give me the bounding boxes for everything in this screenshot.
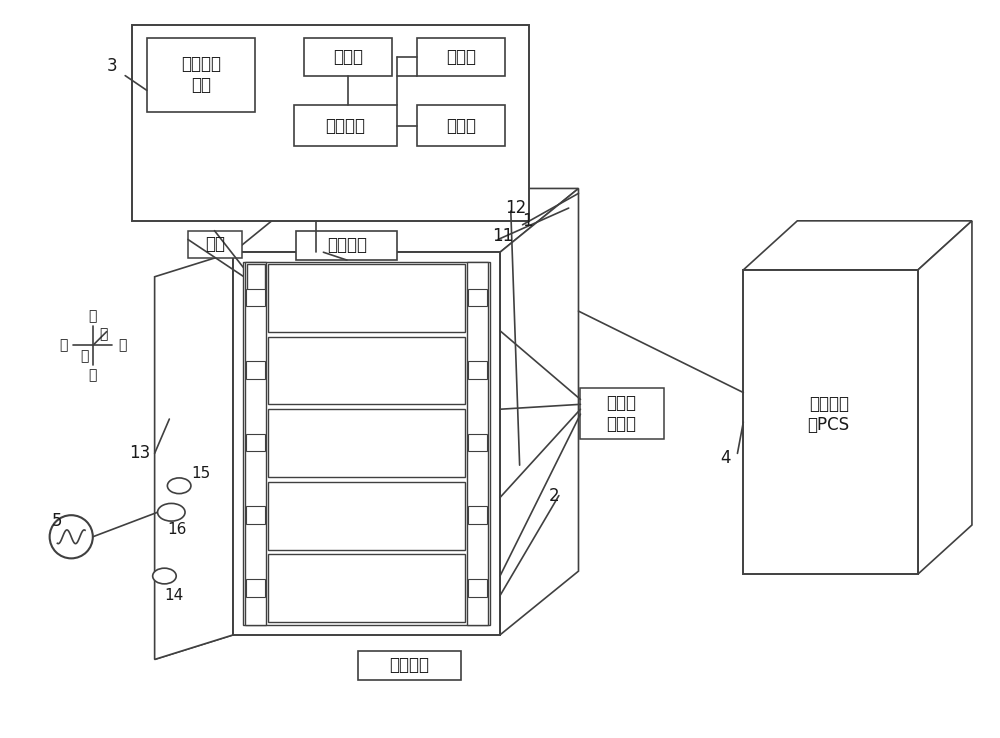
Bar bbox=[468, 361, 487, 379]
Bar bbox=[358, 651, 461, 680]
Text: 13: 13 bbox=[129, 444, 151, 463]
Text: 11: 11 bbox=[492, 227, 514, 244]
Bar bbox=[468, 434, 487, 452]
Circle shape bbox=[50, 515, 93, 559]
Bar bbox=[243, 262, 490, 625]
Bar bbox=[417, 38, 505, 75]
Text: 12: 12 bbox=[505, 199, 526, 217]
Bar bbox=[468, 579, 487, 596]
Bar bbox=[268, 337, 465, 404]
Text: 主控芯片: 主控芯片 bbox=[325, 117, 365, 134]
Text: 后: 后 bbox=[99, 328, 108, 342]
Text: 前: 前 bbox=[80, 349, 88, 363]
Bar bbox=[246, 434, 265, 452]
Bar bbox=[468, 506, 487, 524]
Text: 储能变流
器PCS: 储能变流 器PCS bbox=[808, 395, 850, 433]
Text: 14: 14 bbox=[165, 588, 184, 603]
Bar bbox=[268, 554, 465, 622]
Text: 16: 16 bbox=[168, 523, 187, 537]
Bar bbox=[132, 24, 529, 221]
Bar bbox=[468, 289, 487, 306]
Bar bbox=[268, 264, 465, 331]
Bar bbox=[467, 262, 488, 625]
Text: 1: 1 bbox=[522, 212, 533, 230]
Text: 电流管理
装置: 电流管理 装置 bbox=[181, 55, 221, 94]
Text: 风扇: 风扇 bbox=[205, 235, 225, 253]
Bar bbox=[743, 270, 918, 574]
Bar bbox=[247, 264, 265, 301]
Bar bbox=[417, 105, 505, 146]
Bar bbox=[296, 231, 397, 260]
Polygon shape bbox=[918, 221, 972, 574]
Text: 采集器: 采集器 bbox=[446, 117, 476, 134]
Text: 处理器: 处理器 bbox=[333, 48, 363, 66]
Text: 左: 左 bbox=[59, 339, 68, 353]
Text: 5: 5 bbox=[51, 512, 62, 530]
Polygon shape bbox=[233, 188, 578, 252]
Bar bbox=[233, 252, 500, 635]
Text: 3: 3 bbox=[107, 57, 118, 75]
Polygon shape bbox=[155, 571, 312, 660]
Ellipse shape bbox=[158, 503, 185, 521]
Polygon shape bbox=[500, 188, 578, 635]
Bar bbox=[188, 231, 242, 258]
Bar bbox=[246, 579, 265, 596]
Ellipse shape bbox=[167, 478, 191, 494]
Text: 15: 15 bbox=[191, 466, 210, 481]
Text: 4: 4 bbox=[720, 449, 731, 467]
Bar bbox=[246, 361, 265, 379]
Text: 下: 下 bbox=[89, 368, 97, 382]
Bar bbox=[246, 506, 265, 524]
Bar bbox=[294, 105, 397, 146]
Polygon shape bbox=[155, 252, 233, 660]
Text: 上: 上 bbox=[89, 309, 97, 323]
Bar bbox=[580, 387, 664, 438]
Text: 存储器: 存储器 bbox=[446, 48, 476, 66]
Text: 右: 右 bbox=[118, 339, 126, 353]
Bar bbox=[246, 289, 265, 306]
Bar bbox=[268, 482, 465, 550]
Text: 第一腔体: 第一腔体 bbox=[389, 656, 429, 675]
Polygon shape bbox=[743, 221, 972, 270]
Bar bbox=[147, 38, 255, 112]
Text: 第二腔体: 第二腔体 bbox=[327, 236, 367, 255]
Bar bbox=[304, 38, 392, 75]
Text: 2: 2 bbox=[549, 486, 559, 505]
Ellipse shape bbox=[153, 568, 176, 584]
Bar bbox=[268, 410, 465, 477]
Text: 电子开
关组件: 电子开 关组件 bbox=[607, 394, 637, 432]
Bar bbox=[245, 262, 266, 625]
